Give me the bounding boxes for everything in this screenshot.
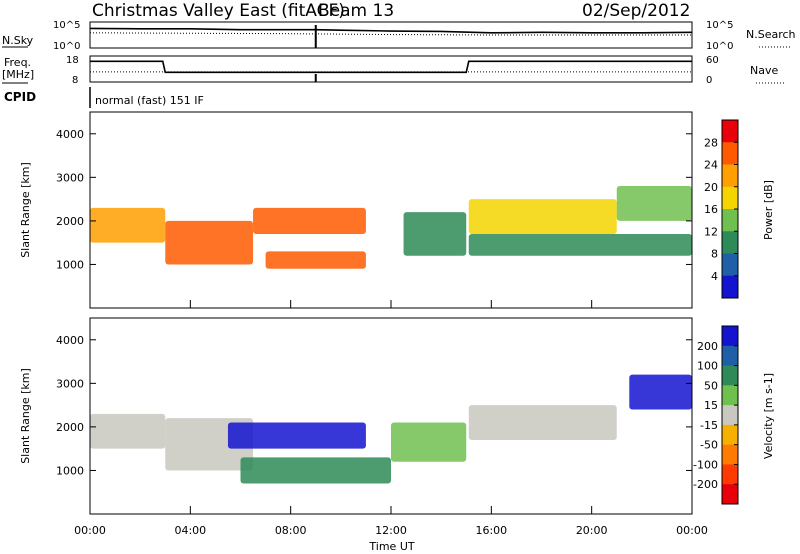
colorbar-tick-label: 28: [704, 136, 718, 149]
nave-tick-bottom: 0: [706, 75, 712, 86]
noise-left-tick-bottom: 10^0: [53, 41, 80, 52]
colorbar-tick-label: -15: [700, 419, 718, 432]
scatter-region: [227, 422, 366, 449]
colorbar-segment: [722, 464, 738, 485]
nave-tick-top: 60: [706, 55, 719, 66]
colorbar-segment: [722, 142, 738, 165]
colorbar-tick-label: 8: [711, 248, 718, 261]
colorbar-tick-label: 24: [704, 159, 718, 172]
colorbar-segment: [722, 484, 738, 505]
scatter-region: [253, 207, 366, 234]
noise-left-label: N.Sky: [2, 34, 34, 47]
colorbar-segment: [722, 424, 738, 446]
cpid-program: normal (fast) 151 IF: [95, 94, 204, 107]
freq-label-line1: Freq.: [4, 56, 31, 69]
x-tick-label: 16:00: [475, 524, 507, 537]
xaxis-label: Time UT: [368, 540, 414, 553]
time-axis: 00:00 04:00 08:00 12:00 16:00 20:00 00:00: [74, 300, 708, 537]
frequency-panel: Freq. [MHz] Nave 18 8 60 0: [2, 55, 784, 86]
noise-left-tick-top: 10^5: [53, 20, 80, 31]
y-tick-label: 2000: [56, 215, 84, 228]
chart-title: Christmas Valley East (fitACF): [92, 1, 345, 21]
cpid-label: CPID: [4, 90, 36, 104]
x-tick-label: 00:00: [676, 524, 708, 537]
y-tick-label: 3000: [56, 171, 84, 184]
velocity-ylabel: Slant Range [km]: [19, 368, 32, 464]
freq-series-line: [90, 60, 692, 74]
y-tick-label: 1000: [56, 258, 84, 271]
colorbar-tick-label: -200: [693, 478, 718, 491]
colorbar-tick-label: 50: [704, 379, 718, 392]
colorbar-segment: [722, 253, 738, 277]
scatter-region: [391, 422, 467, 462]
scatter-region: [468, 405, 617, 440]
scatter-region: [403, 212, 467, 256]
x-tick-label: 00:00: [74, 524, 106, 537]
scatter-region: [616, 186, 692, 221]
scatter-region: [90, 413, 166, 449]
freq-tick-bottom: 8: [72, 75, 78, 86]
colorbar-tick-label: 200: [697, 340, 718, 353]
colorbar-segment: [722, 326, 738, 347]
x-tick-label: 20:00: [576, 524, 608, 537]
colorbar-tick-label: 20: [704, 181, 718, 194]
colorbar-tick-label: 15: [704, 399, 718, 412]
noise-panel: N.Sky N.Search 10^5 10^0 10^5 10^0: [2, 20, 796, 52]
colorbar-segment: [722, 365, 738, 386]
colorbar-segment: [722, 164, 738, 188]
y-tick-label: 2000: [56, 421, 84, 434]
colorbar-tick-label: 100: [697, 360, 718, 373]
scatter-region: [240, 457, 391, 484]
scatter-region: [629, 374, 692, 410]
noise-right-label: N.Search: [746, 28, 796, 41]
colorbar-tick-label: -100: [693, 458, 718, 471]
colorbar-segment: [722, 444, 738, 465]
scatter-region: [265, 251, 366, 269]
colorbar-tick-label: -50: [700, 439, 718, 452]
scatter-region: [468, 233, 692, 256]
noise-series-line: [89, 27, 693, 34]
scatter-region: [165, 220, 254, 265]
freq-tick-top: 18: [66, 55, 79, 66]
x-tick-label: 08:00: [275, 524, 307, 537]
scatter-region: [90, 207, 166, 243]
velocity-panel: 1000 2000 3000 4000 Slant Range [km] 200 100…: [19, 317, 775, 515]
x-tick-label: 04:00: [174, 524, 206, 537]
colorbar-segment: [722, 275, 738, 299]
colorbar-tick-label: 16: [704, 203, 718, 216]
noise-right-tick-bottom: 10^0: [706, 41, 733, 52]
scatter-region: [468, 199, 617, 234]
colorbar-segment: [722, 186, 738, 210]
power-colorbar: 28 24 20 16 12 8 4: [704, 119, 739, 299]
colorbar-segment: [722, 345, 738, 367]
colorbar-tick-label: 12: [704, 225, 718, 238]
freq-label-line2: [MHz]: [2, 68, 34, 81]
colorbar-segment: [722, 120, 738, 143]
velocity-colorbar-label: Velocity [m s-1]: [762, 373, 775, 459]
nave-label: Nave: [750, 64, 778, 77]
y-tick-label: 4000: [56, 334, 84, 347]
power-colorbar-label: Power [dB]: [762, 180, 775, 240]
noise-right-tick-top: 10^5: [706, 20, 733, 31]
date-label: 02/Sep/2012: [582, 1, 690, 21]
colorbar-segment: [722, 385, 738, 406]
beam-label: Beam 13: [318, 1, 394, 21]
colorbar-segment: [722, 209, 738, 232]
colorbar-tick-label: 4: [711, 270, 718, 283]
power-panel: 1000 2000 3000 4000 Slant Range [km] 28 24 20…: [19, 111, 775, 309]
y-tick-label: 3000: [56, 377, 84, 390]
colorbar-segment: [722, 231, 738, 254]
y-tick-label: 4000: [56, 128, 84, 141]
y-tick-label: 1000: [56, 464, 84, 477]
noise-series-line: [89, 32, 692, 36]
velocity-colorbar: 200 100 50 15 -15 -50 -100 -200: [693, 325, 739, 505]
power-ylabel: Slant Range [km]: [19, 162, 32, 258]
x-tick-label: 12:00: [375, 524, 407, 537]
colorbar-segment: [722, 405, 738, 426]
colorbar-frame: [721, 325, 739, 505]
